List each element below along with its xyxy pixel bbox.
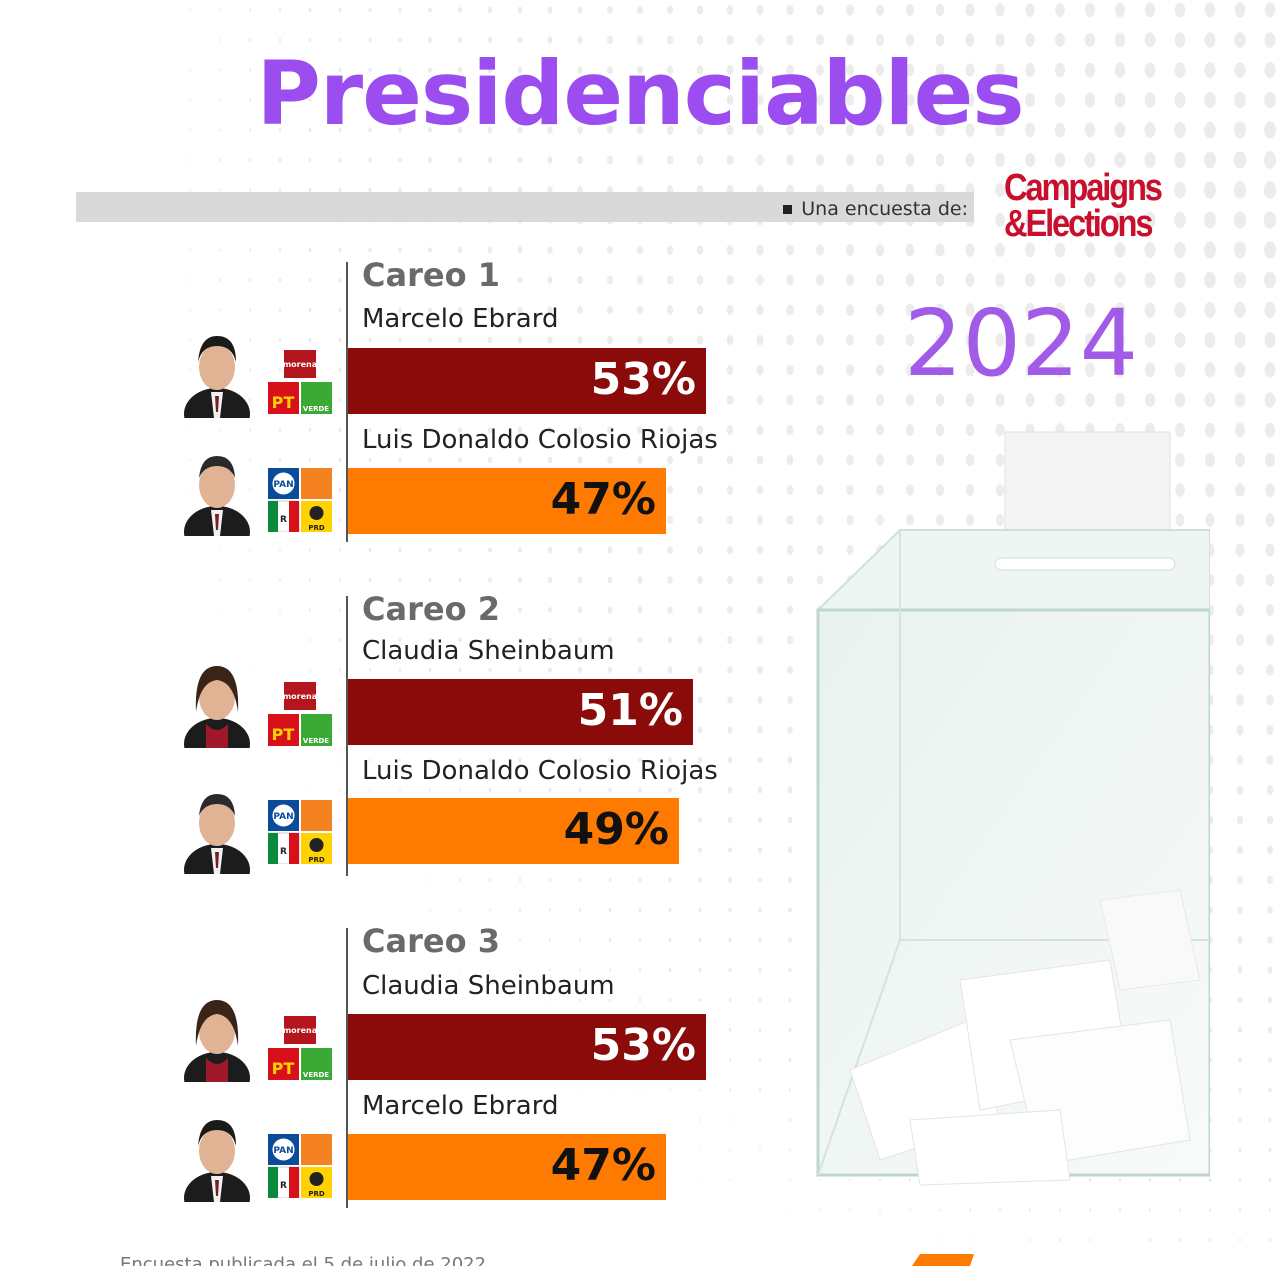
party-logos-pan-pri-prd: PAN R PRD [268,1134,332,1198]
svg-text:VERDE: VERDE [303,405,329,413]
byline-text: Una encuesta de: [801,198,968,220]
envelope-icon [912,1254,974,1266]
careo-divider-line [346,928,348,1208]
careo-3-group: Careo 3 Claudia Sheinbaum 53% Marcelo Eb… [0,922,800,1218]
party-logos-morena-pt-verde: morena PT VERDE [268,682,332,746]
candidate-name: Claudia Sheinbaum [362,636,615,666]
result-bar: 53% [348,348,706,414]
survey-byline: Una encuesta de: [783,198,968,220]
candidate-name: Luis Donaldo Colosio Riojas [362,756,718,786]
candidate-photo [184,1000,250,1082]
result-value-label: 53% [590,1020,696,1071]
candidate-photo [184,336,250,418]
result-value-label: 49% [563,804,669,855]
svg-text:VERDE: VERDE [303,737,329,745]
candidate-photo [184,456,250,536]
candidate-name: Luis Donaldo Colosio Riojas [362,425,718,455]
campaigns-elections-logo: Campaigns &Elections [1004,167,1163,245]
svg-text:R: R [280,515,287,525]
svg-text:PT: PT [272,1059,295,1078]
logo-line-2: &Elections [1004,203,1154,245]
svg-text:VERDE: VERDE [303,1071,329,1079]
candidate-photo [184,666,250,748]
careo-label: Careo 3 [362,922,500,960]
svg-text:PT: PT [272,393,295,412]
candidate-name: Marcelo Ebrard [362,304,559,334]
result-bar: 47% [348,1134,666,1200]
result-value-label: 51% [577,685,683,736]
candidate-name: Claudia Sheinbaum [362,971,615,1001]
result-value-label: 47% [550,474,656,525]
header-divider-bar [76,192,974,222]
svg-text:PRD: PRD [308,1190,325,1198]
candidate-name: Marcelo Ebrard [362,1091,559,1121]
result-bar: 51% [348,679,693,745]
result-bar: 49% [348,798,679,864]
logo-line-1: Campaigns [1004,167,1163,209]
footer-note: Encuesta publicada el 5 de julio de 2022 [120,1254,487,1266]
square-bullet-icon [783,205,793,214]
result-value-label: 53% [590,354,696,405]
svg-text:morena: morena [283,360,317,369]
candidate-photo [184,794,250,874]
svg-text:PRD: PRD [308,524,325,532]
ballot-box-illustration [815,431,1210,1186]
election-year: 2024 [904,290,1139,397]
careo-label: Careo 1 [362,256,500,294]
careo-1-group: Careo 1 Marcelo Ebrard 53% Luis Donaldo … [0,256,800,552]
svg-text:PAN: PAN [273,1146,293,1156]
careo-divider-line [346,262,348,542]
candidate-photo [184,1120,250,1202]
svg-text:PT: PT [272,725,295,744]
result-bar: 53% [348,1014,706,1080]
svg-text:PAN: PAN [273,480,293,490]
party-logos-morena-pt-verde: morena PT VERDE [268,1016,332,1080]
party-logos-pan-pri-prd: PAN R PRD [268,468,332,532]
result-bar: 47% [348,468,666,534]
page-title: Presidenciables [256,42,1024,145]
careo-divider-line [346,596,348,876]
svg-text:R: R [280,1181,287,1191]
careo-2-group: Careo 2 Claudia Sheinbaum 51% Luis Donal… [0,590,800,886]
party-logos-pan-pri-prd: PAN R PRD [268,800,332,864]
svg-text:R: R [280,847,287,857]
careo-label: Careo 2 [362,590,500,628]
result-value-label: 47% [550,1140,656,1191]
party-logos-morena-pt-verde: morena PT VERDE [268,350,332,414]
svg-text:morena: morena [283,692,317,701]
svg-text:PRD: PRD [308,856,325,864]
svg-text:PAN: PAN [273,812,293,822]
svg-text:morena: morena [283,1026,317,1035]
